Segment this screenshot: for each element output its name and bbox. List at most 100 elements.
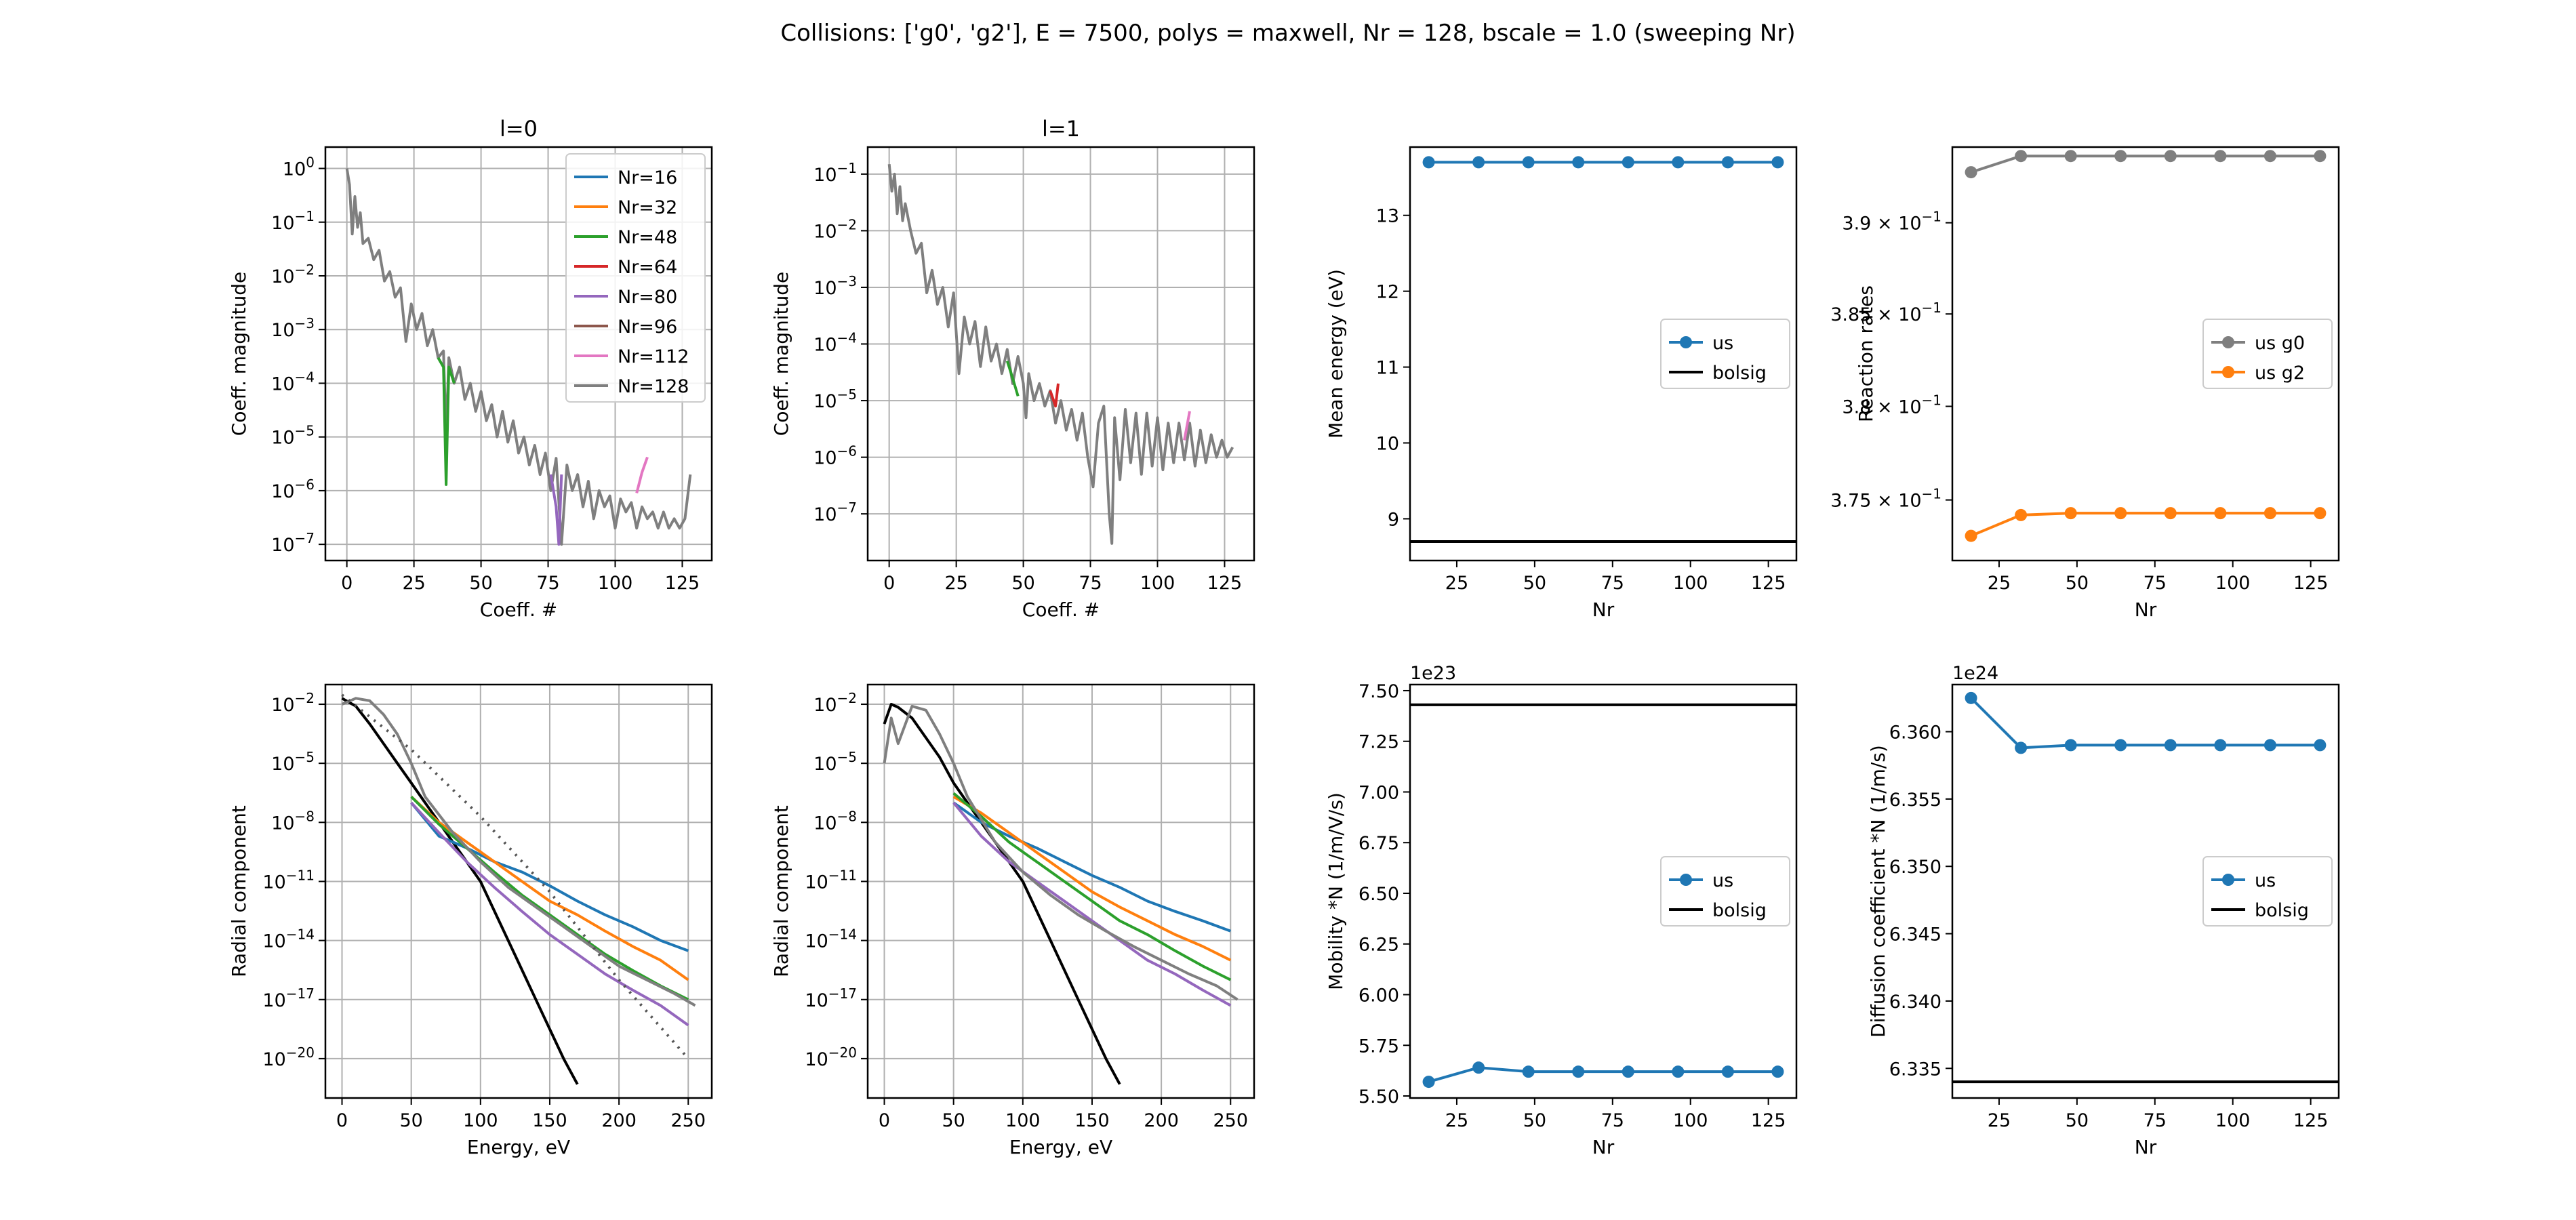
x-tick-label: 200	[1144, 1110, 1179, 1131]
y-tick-label: 7.50	[1359, 681, 1399, 702]
x-tick-label: 25	[1988, 1110, 2011, 1131]
series-line-Nr-64	[1049, 383, 1060, 408]
series-point-us	[1522, 1065, 1535, 1078]
series-point-us	[1965, 691, 1977, 704]
panel-coef-l1: 0 25 50 75 100 12510−110−210−310−410−510−610−…	[770, 116, 1255, 621]
x-tick-label: 100	[2215, 1110, 2251, 1131]
x-tick-label: 100	[1673, 573, 1708, 594]
series-group	[1410, 703, 1796, 1089]
y-tick-label: 7.25	[1359, 732, 1399, 753]
y-axis-label: Coeff. magnitude	[228, 272, 250, 436]
legend-label: Nr=112	[618, 346, 689, 367]
series-point-us-g2	[2164, 507, 2177, 520]
series-point-us	[2164, 739, 2177, 752]
series-point-us	[2263, 739, 2276, 752]
panel-coef-l0: 0 25 50 75 100 12510010−110−210−310−410−510−6…	[228, 116, 713, 621]
axis-offset-label: 1e23	[1410, 663, 1456, 684]
x-tick-label: 100	[463, 1110, 498, 1131]
y-tick-label: 6.50	[1359, 884, 1399, 905]
axes-frame	[1951, 683, 2340, 1099]
series-point-us	[2314, 739, 2327, 752]
x-tick-label: 50	[1523, 1110, 1546, 1131]
y-tick-label: 7.00	[1359, 782, 1399, 803]
y-tick-label: 10−7	[271, 530, 315, 556]
x-axis-label: Coeff. #	[1022, 598, 1100, 621]
legend-marker	[1680, 874, 1692, 886]
y-tick-label: 10−4	[813, 330, 857, 356]
series-point-us	[2214, 739, 2227, 752]
series-group	[883, 703, 1239, 1085]
y-tick-label: 10−5	[271, 423, 315, 449]
x-tick-label: 0	[341, 573, 353, 594]
y-axis-label: Reaction rates	[1855, 285, 1877, 422]
x-tick-label: 125	[1207, 573, 1243, 594]
series-point-us	[1422, 1076, 1435, 1089]
x-tick-label: 150	[1074, 1110, 1110, 1131]
legend-label: Nr=80	[618, 287, 677, 308]
series-group	[341, 693, 696, 1085]
x-tick-label: 75	[536, 573, 559, 594]
series-line-Nr-32	[410, 796, 689, 981]
legend-label: bolsig	[1712, 363, 1767, 384]
x-tick-label: 50	[942, 1110, 965, 1131]
panel-mean-energy: 25 50 75 100 125 9 10 11 12 13 Nr Mean energy (eV) u…	[1325, 146, 1798, 621]
y-tick-label: 10	[1376, 434, 1399, 455]
panel-radial-l0: 0 50 100 150 200 25010−210−510−810−1110−1410−…	[228, 683, 713, 1158]
y-tick-label: 13	[1376, 206, 1399, 227]
x-tick-label: 100	[598, 573, 633, 594]
series-line-Nr-16	[410, 802, 689, 952]
axes-frame	[1409, 683, 1798, 1099]
legend: us bolsig	[2202, 856, 2333, 927]
x-tick-label: 25	[1445, 573, 1468, 594]
x-tick-label: 125	[2293, 573, 2329, 594]
legend-label: us	[1712, 870, 1733, 891]
series-group	[345, 168, 692, 546]
y-tick-label: 9	[1388, 509, 1399, 530]
series-point-us	[1771, 156, 1784, 169]
series-line-bolsig	[883, 703, 1121, 1085]
legend-box	[565, 153, 706, 403]
x-tick-label: 50	[1523, 573, 1546, 594]
legend-label: Nr=128	[618, 376, 689, 397]
series-point-us	[1472, 1061, 1485, 1074]
series-point-us-g0	[2314, 150, 2327, 163]
series-group	[1952, 691, 2339, 1084]
axes-frame	[866, 146, 1255, 562]
series-line-us	[1428, 1066, 1778, 1084]
y-tick-label: 5.50	[1359, 1086, 1399, 1107]
x-tick-label: 100	[1140, 573, 1175, 594]
series-line-Nr-48	[1005, 361, 1020, 396]
y-axis-label: Radial component	[770, 805, 792, 977]
x-tick-label: 50	[2066, 573, 2089, 594]
y-tick-label: 10−2	[271, 690, 315, 716]
legend-label: Nr=64	[618, 257, 677, 278]
legend-marker	[2222, 336, 2234, 348]
legend: us bolsig	[1660, 856, 1790, 927]
series-point-us-g2	[2015, 508, 2028, 521]
legend-label: Nr=48	[618, 227, 677, 248]
y-tick-label: 6.335	[1889, 1059, 1941, 1080]
series-point-us-g0	[2214, 150, 2227, 163]
x-axis-label: Nr	[1592, 598, 1615, 621]
x-tick-label: 0	[336, 1110, 348, 1131]
x-tick-label: 25	[1445, 1110, 1468, 1131]
axes-frame	[324, 146, 713, 562]
series-line-Nr-128	[341, 697, 696, 1007]
x-tick-label: 75	[1079, 573, 1102, 594]
series-point-us-g2	[2314, 507, 2327, 520]
y-axis-label: Coeff. magnitude	[770, 272, 792, 436]
series-point-us	[2064, 739, 2077, 752]
series-point-us	[2015, 741, 2028, 754]
series-point-us-g0	[2114, 150, 2127, 163]
legend-label: us g0	[2255, 333, 2305, 354]
legend: Nr=16 Nr=32 Nr=48 Nr=64 Nr=80 Nr=96 Nr=112 Nr=1…	[565, 153, 706, 403]
x-tick-label: 125	[2293, 1110, 2329, 1131]
legend-label: us g2	[2255, 363, 2305, 384]
y-tick-label: 6.25	[1359, 935, 1399, 956]
figure-suptitle: Collisions: ['g0', 'g2'], E = 7500, poly…	[780, 20, 1795, 47]
y-tick-label: 6.350	[1889, 857, 1941, 878]
series-point-us-g0	[2263, 150, 2276, 163]
series-point-us	[1422, 156, 1435, 169]
x-axis-label: Coeff. #	[480, 598, 557, 621]
